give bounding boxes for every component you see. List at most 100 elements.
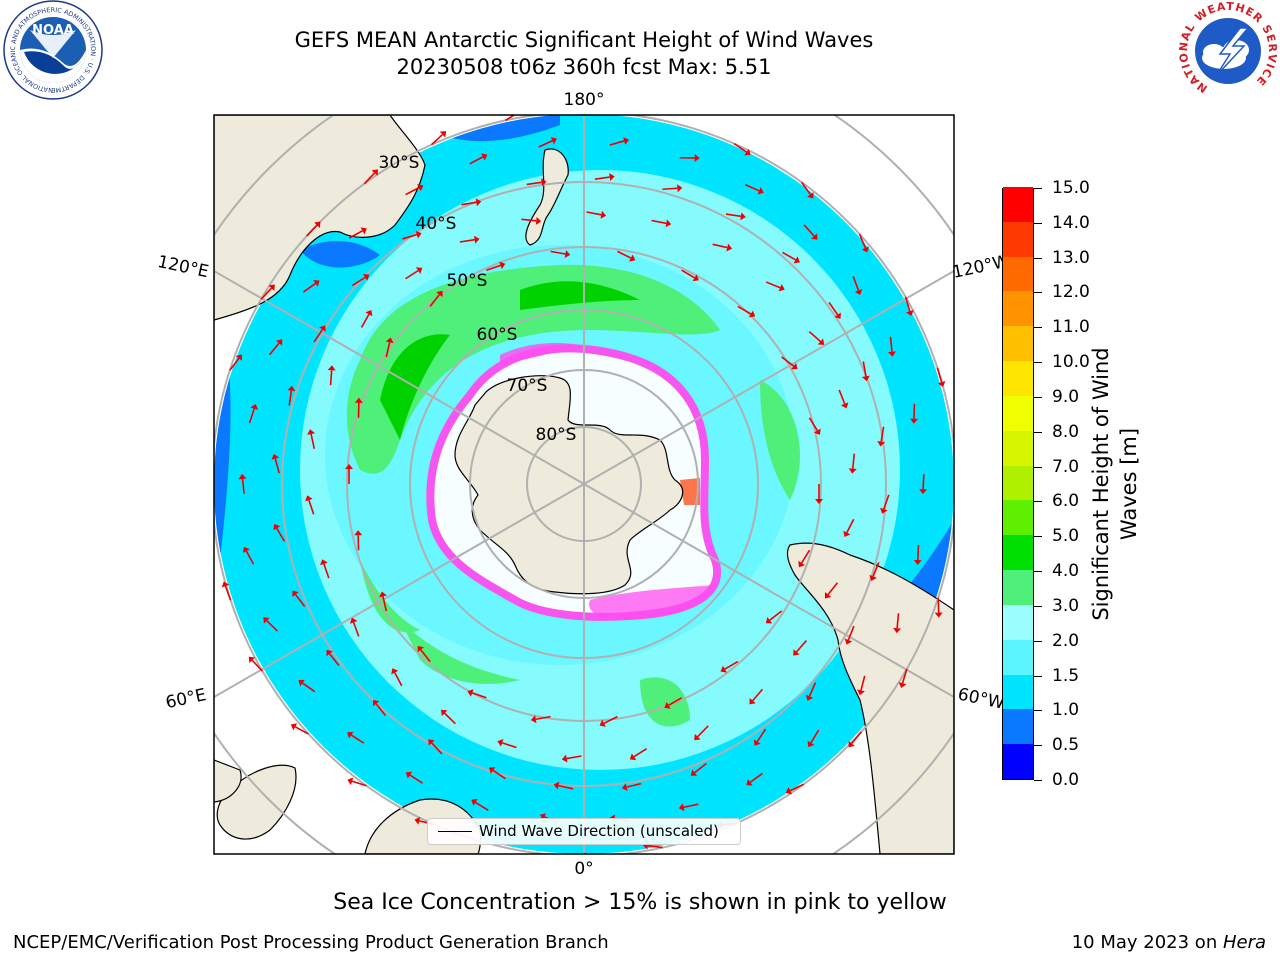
wind-arrow — [224, 585, 232, 601]
wind-arrow — [351, 780, 367, 787]
wind-arrow — [348, 230, 363, 239]
wind-arrow — [313, 329, 324, 343]
colorbar-tick-label: 8.0 — [1052, 421, 1080, 442]
wind-arrow-head — [373, 699, 380, 707]
wind-arrow — [405, 187, 420, 196]
wind-arrow-head — [474, 235, 480, 244]
wind-arrow — [594, 176, 610, 180]
wind-arrow-head — [854, 288, 863, 296]
colorbar-tick — [1034, 501, 1042, 503]
wind-arrow — [846, 518, 855, 533]
colorbar-segment — [1003, 395, 1033, 431]
colorbar-tick — [1034, 327, 1042, 329]
wind-arrow — [526, 181, 542, 186]
wind-arrow-head — [893, 627, 902, 634]
australia — [214, 115, 426, 321]
colorbar-tick — [1034, 710, 1042, 712]
wind-arrow-head — [692, 274, 699, 282]
colorbar-segment — [1003, 290, 1033, 327]
wind-arrow — [626, 782, 642, 788]
wind-arrow-head — [405, 771, 413, 779]
colorbar-tick — [1034, 780, 1042, 781]
graticule — [214, 115, 954, 854]
wind-arrow-head — [550, 137, 557, 145]
wind-arrow — [382, 596, 388, 612]
wind-arrow-head — [467, 689, 474, 697]
wind-arrow-head — [481, 153, 488, 161]
wind-arrow — [647, 844, 663, 849]
wind-arrow — [745, 184, 760, 192]
wind-arrow-head — [785, 787, 793, 795]
wind-arrow-head — [869, 574, 877, 581]
colorbar-segment — [1003, 604, 1033, 640]
wind-arrow-head — [263, 617, 270, 624]
wind-arrow-head — [305, 495, 313, 502]
wind-arrow — [724, 660, 739, 670]
colorbar-tick-label: 14.0 — [1052, 212, 1090, 233]
colorbar-tick — [1034, 605, 1042, 607]
land-masses — [214, 115, 954, 854]
wind-arrow-head — [887, 351, 896, 357]
wind-arrow-head — [848, 740, 855, 748]
lat-label-50s: 50°S — [447, 271, 488, 291]
noaa-logo: NATIONAL OCEANIC AND ATMOSPHERIC ADMINIS… — [2, 0, 103, 100]
wind-arrow-head — [371, 169, 379, 176]
wind-arrow-head — [365, 309, 373, 317]
colorbar-tick-label: 12.0 — [1052, 282, 1090, 303]
wind-arrow-head — [268, 284, 275, 291]
wind-arrow-head — [817, 338, 825, 345]
wind-arrow — [662, 187, 678, 191]
wind-arrow — [694, 762, 707, 774]
wind-arrow-head — [621, 783, 628, 791]
map-frame — [213, 114, 955, 855]
wind-arrow — [323, 563, 330, 579]
wind-arrow — [241, 478, 245, 494]
colorbar-segment — [1003, 743, 1033, 779]
colorbar-segment — [1003, 430, 1033, 466]
wind-arrow — [245, 550, 255, 565]
wind-arrow-head — [757, 187, 764, 195]
wind-arrow — [827, 582, 839, 596]
wind-arrow — [251, 659, 264, 672]
colorbar-tick — [1034, 675, 1042, 677]
colorbar-tick-label: 0.5 — [1052, 735, 1080, 756]
wind-arrow-head — [242, 546, 250, 554]
wind-arrow — [896, 613, 900, 629]
wind-arrow-head — [726, 243, 733, 252]
wind-arrow-head — [441, 709, 448, 717]
wind-arrow-head — [740, 212, 746, 221]
colorbar-tick-label: 1.5 — [1052, 665, 1080, 686]
wind-arrow — [808, 417, 819, 431]
wind-arrow-head — [664, 701, 671, 709]
wind-arrow-head — [535, 216, 542, 225]
wind-arrow-head — [290, 723, 298, 731]
wind-arrow — [294, 594, 306, 607]
wind-arrow — [430, 133, 444, 146]
wind-arrow-head — [439, 131, 447, 138]
wind-arrow-head — [415, 267, 423, 275]
wind-arrow — [402, 233, 418, 240]
wind-arrow — [475, 801, 489, 811]
wind-arrow — [294, 726, 309, 735]
colorbar-tick-label: 7.0 — [1052, 456, 1080, 477]
wind-arrow — [274, 458, 280, 474]
wind-arrow — [795, 640, 808, 653]
wind-arrow — [329, 653, 340, 667]
wind-arrow-head — [629, 753, 637, 761]
wind-arrow-head — [720, 665, 727, 673]
wind-arrow-head — [417, 645, 424, 653]
wind-arrow-head — [690, 769, 698, 776]
wind-arrow-head — [414, 816, 421, 825]
wind-arrow-head — [798, 560, 806, 568]
wind-arrow-head — [314, 221, 321, 228]
lon-label-60w: 60°W — [956, 684, 1006, 713]
wind-arrow — [800, 181, 811, 195]
wind-arrow — [883, 494, 890, 510]
colorbar-tick-label: 0.0 — [1052, 770, 1080, 790]
colorbar-segment — [1003, 569, 1033, 605]
wind-arrow-head — [360, 227, 367, 235]
wind-arrow-head — [319, 325, 326, 332]
wind-arrow-head — [345, 464, 353, 469]
wind-arrow-head — [488, 767, 496, 774]
